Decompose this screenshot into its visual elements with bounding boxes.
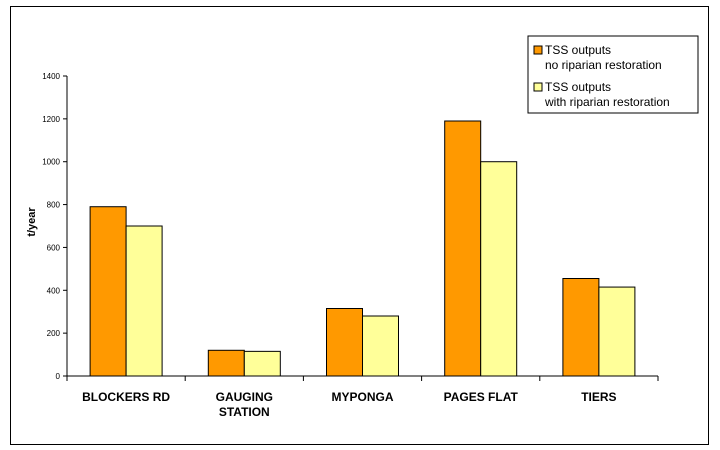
x-tick-label: BLOCKERS RD	[82, 390, 170, 404]
bar	[444, 120, 482, 377]
legend-label: with riparian restoration	[544, 95, 670, 109]
bar	[480, 161, 518, 377]
plot-area: 0 200 400 600 800 1000 1200 1400 BLOCKERS RD GAUG…	[42, 72, 659, 419]
legend-swatch	[533, 82, 543, 92]
y-tick-label: 600	[47, 243, 61, 252]
bar	[326, 308, 363, 377]
legend-swatch	[533, 45, 543, 55]
y-tick-label: 800	[47, 201, 61, 210]
y-tick-label: 1200	[42, 115, 60, 124]
legend-label: no riparian restoration	[545, 58, 662, 72]
y-tick-label: 400	[47, 286, 61, 295]
y-tick-label: 1000	[42, 158, 60, 167]
y-axis-label: t/year	[26, 207, 38, 237]
bar	[598, 286, 636, 377]
x-tick-label: STATION	[219, 405, 270, 419]
x-tick-label: GAUGING	[216, 390, 273, 404]
bar	[243, 350, 281, 377]
legend-label: TSS outputs	[545, 43, 611, 57]
bar	[362, 315, 399, 377]
bar	[562, 278, 600, 377]
x-tick-label: MYPONGA	[331, 390, 393, 404]
y-tick-label: 0	[56, 372, 61, 381]
y-tick-label: 1400	[42, 72, 60, 81]
bar	[207, 349, 245, 377]
legend-label: TSS outputs	[545, 80, 611, 94]
bar	[89, 206, 127, 377]
y-tick-label: 200	[47, 329, 61, 338]
x-tick-label: TIERS	[581, 390, 616, 404]
bar	[125, 225, 163, 377]
legend-box	[527, 35, 699, 114]
x-tick-label: PAGES FLAT	[444, 390, 519, 404]
